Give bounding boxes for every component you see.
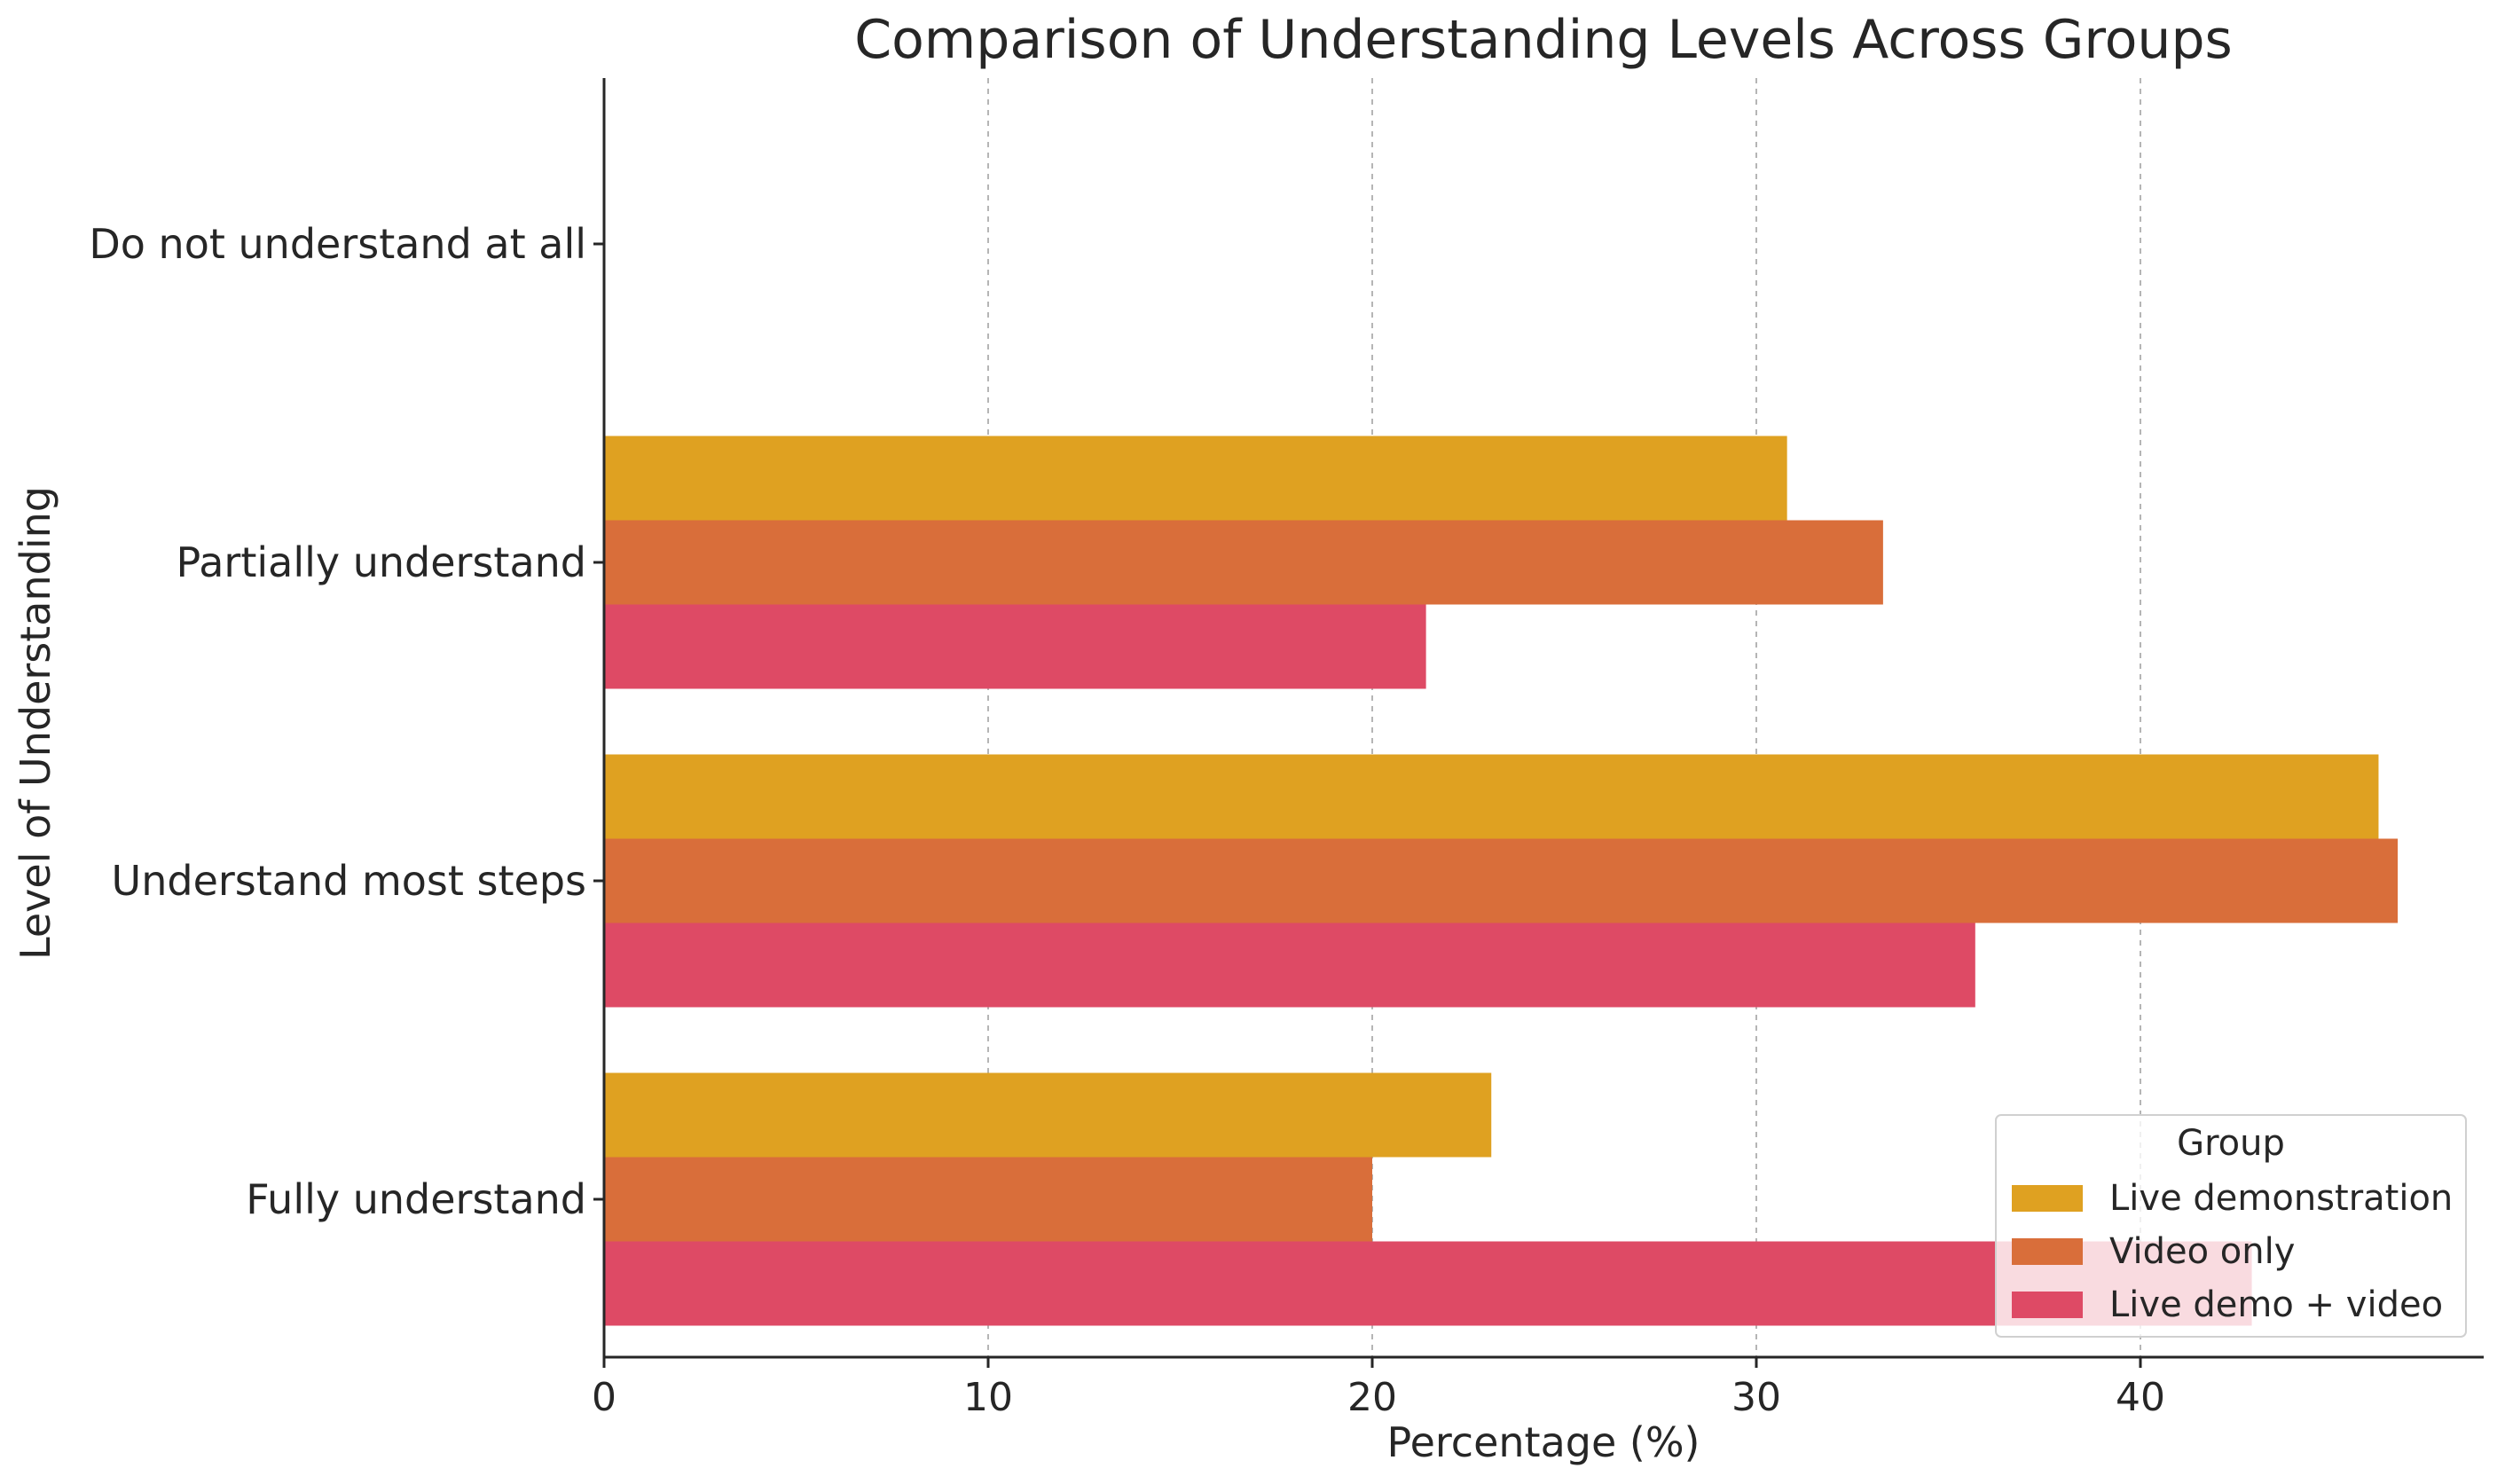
y-tick-label: Do not understand at all (89, 220, 586, 268)
bar-live-demonstration (604, 754, 2379, 839)
legend-swatch (2012, 1185, 2083, 1212)
legend-label: Live demo + video (2109, 1284, 2443, 1325)
bar-live-demo-video (604, 923, 1975, 1008)
legend-swatch (2012, 1238, 2083, 1265)
y-tick-label: Understand most steps (112, 857, 586, 905)
bar-video-only (604, 838, 2399, 923)
chart-title: Comparison of Understanding Levels Acros… (854, 9, 2233, 71)
x-tick-label: 30 (1731, 1375, 1781, 1420)
x-tick-label: 0 (592, 1375, 616, 1420)
bars-layer (604, 436, 2399, 1326)
y-axis-title: Level of Understanding (12, 486, 59, 960)
x-tick-label: 10 (963, 1375, 1013, 1420)
bar-live-demonstration (604, 1072, 1492, 1158)
x-tick-label: 20 (1347, 1375, 1397, 1420)
bar-live-demo-video (604, 604, 1426, 689)
bar-live-demo-video (604, 1241, 2252, 1326)
x-tick-label: 40 (2116, 1375, 2165, 1420)
axes-layer (602, 78, 2484, 1359)
y-tick-label: Partially understand (177, 538, 586, 586)
legend-swatch (2012, 1292, 2083, 1318)
ticks-layer: Do not understand at all Partially unders… (89, 220, 2165, 1420)
legend-label: Live demonstration (2109, 1178, 2453, 1219)
legend-frame (1995, 1114, 2467, 1338)
y-tick-label: Fully understand (246, 1175, 586, 1223)
bar-video-only (604, 1157, 1372, 1242)
legend-label: Video only (2109, 1231, 2295, 1272)
bar-live-demonstration (604, 436, 1787, 521)
x-axis-title: Percentage (%) (1387, 1418, 1700, 1466)
bar-video-only (604, 520, 1883, 605)
legend: Group Live demonstration Video only Live de… (1995, 1114, 2467, 1338)
legend-title: Group (2177, 1123, 2285, 1164)
